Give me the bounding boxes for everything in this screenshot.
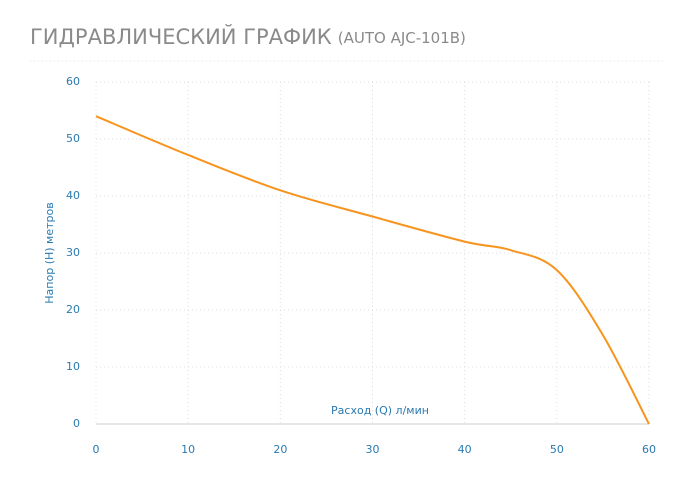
y-tick-label: 10 [66, 360, 80, 373]
y-tick-label: 20 [66, 303, 80, 316]
y-axis-label: Напор (H) метров [43, 202, 56, 303]
x-tick-label: 40 [458, 443, 472, 456]
x-tick-label: 50 [550, 443, 564, 456]
y-tick-label: 50 [66, 132, 80, 145]
title: ГИДРАВЛИЧЕСКИЙ ГРАФИК [30, 24, 332, 49]
x-tick-label: 10 [181, 443, 195, 456]
x-tick-label: 0 [93, 443, 100, 456]
x-tick-label: 20 [273, 443, 287, 456]
y-tick-label: 0 [73, 417, 80, 430]
x-tick-label: 30 [366, 443, 380, 456]
y-tick-label: 30 [66, 246, 80, 259]
y-tick-label: 60 [66, 75, 80, 88]
y-tick-label: 40 [66, 189, 80, 202]
line-series [95, 115, 650, 425]
chart-title: ГИДРАВЛИЧЕСКИЙ ГРАФИК (AUTO AJC-101B) [30, 24, 466, 49]
x-axis-label: Расход (Q) л/мин [331, 404, 429, 417]
x-tick-label: 60 [642, 443, 656, 456]
subtitle: (AUTO AJC-101B) [338, 29, 466, 47]
